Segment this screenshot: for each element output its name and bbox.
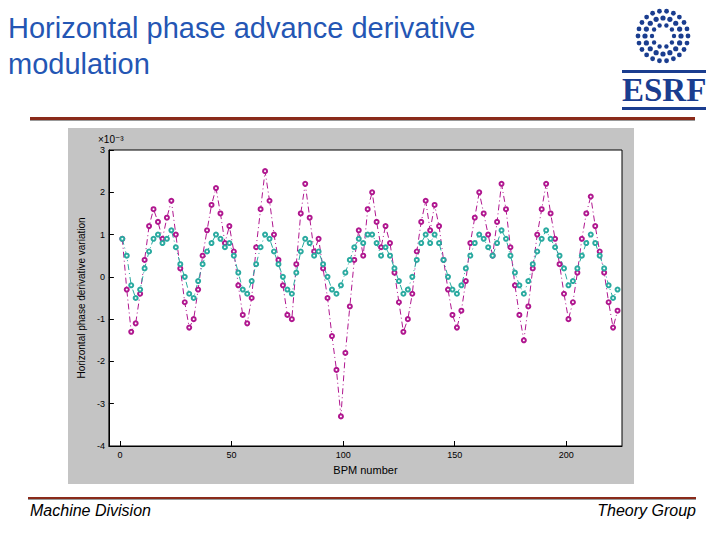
svg-text:Horizontal phase derivative va: Horizontal phase derivative variation (76, 217, 87, 378)
svg-text:50: 50 (227, 450, 237, 460)
html-text:Horizontal phase advance deriv: Horizontal phase advance derivative modu… (8, 12, 476, 80)
svg-text:150: 150 (447, 450, 462, 460)
svg-text:-3: -3 (97, 399, 105, 409)
html-text:ESRF: ESRF (622, 72, 707, 108)
html-text:Theory Group: Theory Group (597, 502, 696, 519)
svg-text:2: 2 (100, 187, 105, 197)
svg-text:1: 1 (100, 230, 105, 240)
svg-text:200: 200 (559, 450, 574, 460)
svg-text:×10⁻³: ×10⁻³ (98, 134, 124, 145)
html-text:Machine Division: Machine Division (30, 502, 151, 519)
svg-text:BPM number: BPM number (333, 464, 398, 476)
svg-text:100: 100 (336, 450, 351, 460)
svg-text:3: 3 (100, 145, 105, 155)
svg-text:-2: -2 (97, 356, 105, 366)
svg-text:-1: -1 (97, 314, 105, 324)
svg-text:0: 0 (118, 450, 123, 460)
svg-text:-4: -4 (97, 441, 105, 451)
svg-text:0: 0 (100, 272, 105, 282)
